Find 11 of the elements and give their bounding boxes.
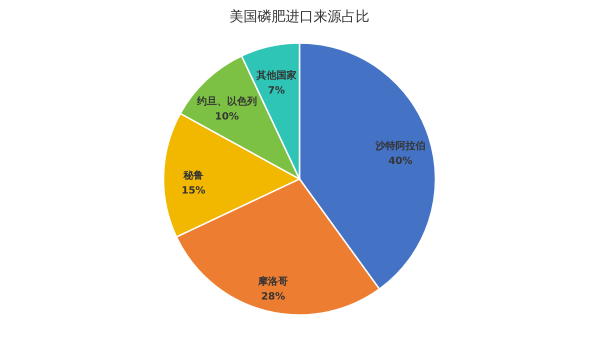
- data-label: 28%: [261, 292, 286, 303]
- slice-label: 约旦、以色列: [196, 96, 257, 108]
- slice-label: 秘鲁: [182, 170, 204, 182]
- chart-title: 美国磷肥进口来源占比: [230, 9, 370, 25]
- data-label: 15%: [182, 186, 206, 197]
- slice-label: 摩洛哥: [257, 276, 288, 288]
- slice-label: 其他国家: [255, 69, 296, 82]
- data-label: 10%: [214, 112, 239, 123]
- data-label: 40%: [388, 156, 412, 168]
- slice-label: 沙特阿拉伯: [374, 140, 426, 152]
- data-label: 7%: [268, 85, 285, 96]
